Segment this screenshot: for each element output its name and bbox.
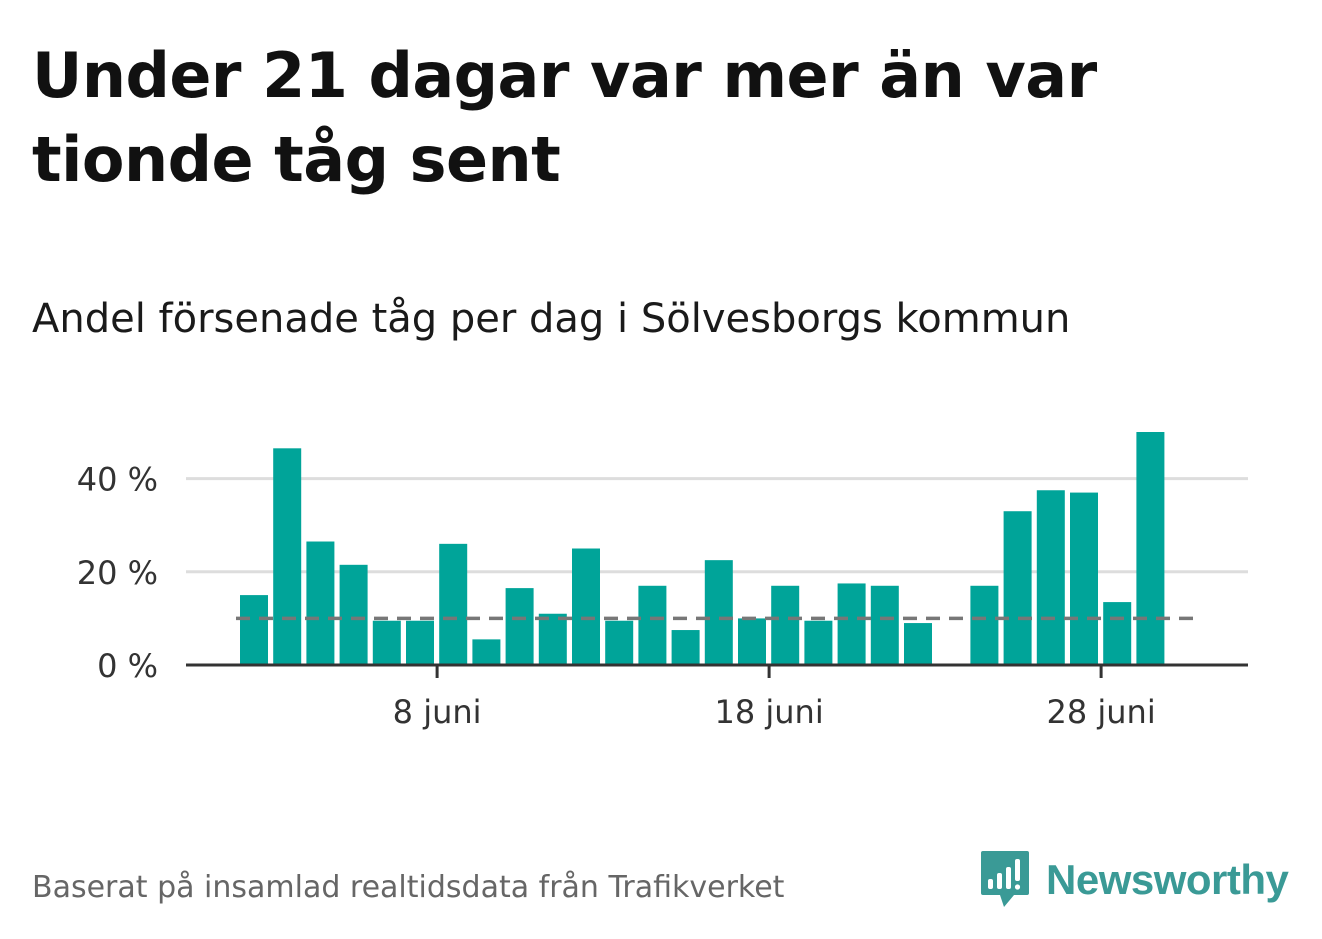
source-note: Baserat på insamlad realtidsdata från Tr… [32, 870, 785, 905]
bar-june-12 [572, 548, 600, 665]
bar-june-29 [1136, 432, 1165, 665]
bar-june-5 [339, 564, 368, 665]
brand-name: Newsworthy [1046, 856, 1289, 903]
bar-june-18 [771, 585, 800, 665]
bar-june-11 [538, 613, 567, 665]
bar-june-22 [904, 623, 932, 665]
bar-june-3 [273, 448, 302, 665]
chart-subtitle: Andel försenade tåg per dag i Sölvesborg… [32, 296, 1071, 342]
bar-june-9 [472, 639, 501, 665]
bar-june-28 [1103, 602, 1132, 665]
bar-june-17 [738, 618, 766, 665]
bar-june-27 [1070, 492, 1098, 665]
y-tick-label: 40 % [77, 461, 158, 499]
bar-june-21 [870, 585, 899, 665]
bar-june-10 [505, 588, 534, 665]
brand-logo-group: Newsworthy [980, 848, 1289, 912]
bar-june-13 [605, 620, 634, 665]
y-tick-label: 20 % [77, 554, 158, 592]
bar-june-7 [406, 620, 434, 665]
bar-june-14 [638, 585, 667, 665]
bar-june-6 [372, 620, 401, 665]
x-tick-label: 8 juni [393, 693, 482, 731]
bar-june-15 [671, 630, 700, 665]
x-tick-label: 28 juni [1046, 693, 1155, 731]
bar-june-8 [439, 543, 468, 665]
bars [240, 432, 1165, 665]
bar-june-25 [1003, 511, 1032, 665]
newsworthy-logo-icon [981, 851, 1029, 907]
axes: 0 % 20 % 40 % 8 juni 18 juni 28 juni [77, 461, 1248, 731]
chart-headline: Under 21 dagar var mer än var tionde tåg… [32, 39, 1097, 196]
bar-june-19 [804, 620, 833, 665]
y-tick-label: 0 % [97, 647, 158, 685]
bar-june-24 [970, 585, 999, 665]
bar-june-26 [1036, 490, 1065, 665]
bar-june-20 [837, 583, 866, 665]
x-tick-label: 18 juni [714, 693, 823, 731]
bar-june-4 [306, 541, 335, 665]
bar-june-2 [240, 595, 268, 665]
bar-june-16 [704, 560, 733, 665]
